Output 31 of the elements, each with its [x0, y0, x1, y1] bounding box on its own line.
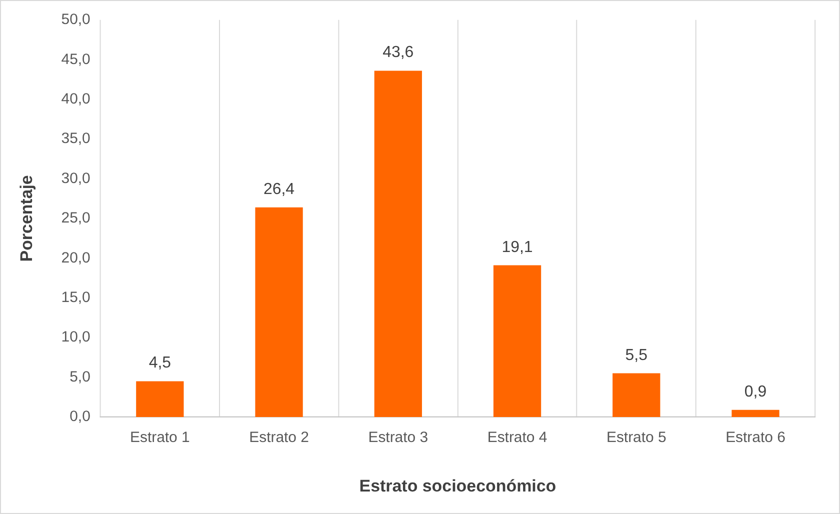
- x-tick-label: Estrato 2: [249, 429, 309, 446]
- data-label: 4,5: [148, 354, 172, 372]
- y-axis-title: Porcentaje: [16, 175, 36, 262]
- y-tick-label: 10,0: [61, 328, 90, 346]
- y-tick-label: 5,0: [70, 368, 90, 386]
- x-tick-label: Estrato 4: [487, 429, 548, 446]
- bar: [612, 373, 660, 417]
- bar: [732, 410, 780, 417]
- bar: [255, 207, 303, 417]
- y-tick-label: 15,0: [61, 288, 90, 306]
- bar: [136, 381, 184, 417]
- data-label: 19,1: [502, 238, 533, 256]
- bar: [374, 70, 422, 417]
- y-tick-label: 45,0: [61, 50, 90, 68]
- y-tick-label: 0,0: [70, 408, 90, 426]
- bar: [493, 265, 542, 417]
- y-tick-label: 30,0: [61, 170, 90, 187]
- data-label: 43,6: [382, 44, 414, 62]
- y-tick-label: 35,0: [61, 130, 90, 148]
- y-tick-label: 20,0: [61, 249, 90, 266]
- x-tick-label: Estrato 5: [606, 429, 666, 446]
- y-tick-label: 25,0: [61, 210, 90, 227]
- y-tick-label: 40,0: [61, 90, 90, 108]
- x-tick-label: Estrato 3: [368, 429, 428, 446]
- data-label: 5,5: [625, 346, 648, 364]
- y-tick-label: 50,0: [61, 11, 90, 28]
- x-tick-label: Estrato 1: [130, 429, 190, 446]
- x-tick-label: Estrato 6: [726, 429, 786, 446]
- x-axis-title: Estrato socioeconómico: [359, 476, 556, 496]
- data-label: 0,9: [744, 383, 767, 400]
- data-label: 26,4: [264, 180, 295, 198]
